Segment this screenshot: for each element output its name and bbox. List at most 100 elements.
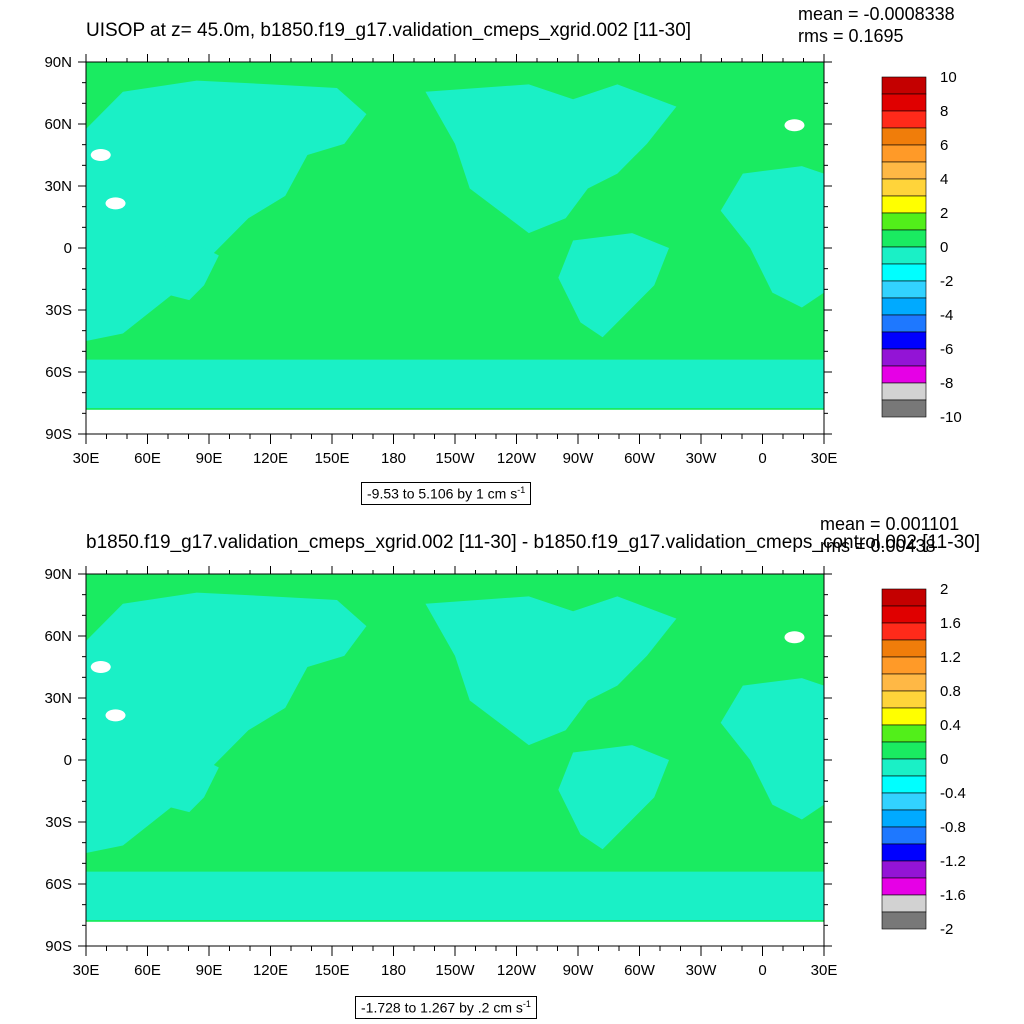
colorbar-swatch bbox=[881, 348, 927, 367]
colorbar-label: 1.2 bbox=[940, 649, 961, 666]
colorbar-label: 0 bbox=[940, 239, 948, 256]
colorbar-swatch bbox=[881, 297, 927, 316]
missing-data-spot bbox=[105, 709, 126, 722]
lat-axis: 90N 60N 30N 0 30S 60S 90S bbox=[44, 566, 832, 955]
lat-tick-label: 60N bbox=[44, 628, 72, 645]
colorbar-swatch bbox=[881, 673, 927, 692]
field-region-south-america bbox=[137, 244, 219, 301]
colorbar-label: -1.2 bbox=[940, 853, 966, 870]
colorbar-swatch bbox=[881, 280, 927, 299]
plot-title: UISOP at z= 45.0m, b1850.f19_g17.validat… bbox=[86, 20, 692, 41]
colorbar-label: 0.4 bbox=[940, 717, 961, 734]
lon-tick-label: 30E bbox=[811, 450, 838, 467]
lat-tick-label: 30N bbox=[44, 690, 72, 707]
missing-data-spot bbox=[784, 631, 805, 644]
colorbar-swatch bbox=[881, 127, 927, 146]
colorbar-swatch bbox=[881, 911, 927, 930]
colorbar-label: -1.6 bbox=[940, 887, 966, 904]
colorbar-swatch bbox=[881, 843, 927, 862]
lat-tick-label: 90S bbox=[45, 938, 72, 955]
colorbar-swatch bbox=[881, 161, 927, 180]
contour-range-label: -9.53 to 5.106 by 1 cm s-1 bbox=[361, 482, 532, 505]
panel-uisop: UISOP at z= 45.0m, b1850.f19_g17.validat… bbox=[44, 4, 962, 505]
colorbar-label: 8 bbox=[940, 103, 948, 120]
colorbar-swatch bbox=[881, 178, 927, 197]
colorbar-swatch bbox=[881, 894, 927, 913]
lat-tick-label: 30S bbox=[45, 814, 72, 831]
lat-tick-label: 60N bbox=[44, 116, 72, 133]
missing-data-strip bbox=[86, 921, 824, 946]
lon-tick-label: 30W bbox=[686, 962, 718, 979]
map-plot: 90N 60N 30N 0 30S 60S 90S 30E 60E 90E 120E 150E 180… bbox=[44, 566, 966, 979]
colorbar-swatch bbox=[881, 93, 927, 112]
rms-value: rms = 0.1695 bbox=[798, 26, 904, 46]
field-region-antarctica-band bbox=[86, 359, 824, 408]
colorbar-swatch bbox=[881, 110, 927, 129]
lon-tick-label: 180 bbox=[381, 450, 406, 467]
colorbar: 2 1.6 1.2 0.8 0.4 0 -0.4 -0.8 -1.2 -1.6 -2 bbox=[881, 581, 966, 938]
contour-range-text: -1.728 to 1.267 by .2 cm s bbox=[361, 999, 523, 1016]
lat-tick-label: 0 bbox=[64, 752, 72, 769]
colorbar-swatch bbox=[881, 724, 927, 743]
colorbar-swatch bbox=[881, 860, 927, 879]
colorbar-swatch bbox=[881, 331, 927, 350]
missing-data-spot bbox=[90, 661, 111, 673]
lon-tick-label: 90E bbox=[196, 450, 223, 467]
colorbar-label: -0.4 bbox=[940, 785, 966, 802]
colorbar-swatch bbox=[881, 656, 927, 675]
missing-data-spot bbox=[90, 149, 111, 161]
map-plot: 90N 60N 30N 0 30S 60S 90S 30E 60E 90E 120E 150E 180… bbox=[44, 54, 962, 467]
colorbar-swatch bbox=[881, 382, 927, 401]
colorbar-swatch bbox=[881, 588, 927, 607]
lon-tick-label: 150E bbox=[314, 962, 349, 979]
field-region-south-america2 bbox=[558, 233, 670, 338]
mean-value: mean = 0.001101 bbox=[820, 514, 960, 534]
colorbar-swatch bbox=[881, 809, 927, 828]
colorbar-label: -2 bbox=[940, 273, 953, 290]
lon-tick-label: 90W bbox=[563, 450, 595, 467]
lat-tick-label: 90N bbox=[44, 54, 72, 71]
colorbar-label: -10 bbox=[940, 409, 962, 426]
lat-tick-label: 90N bbox=[44, 566, 72, 583]
colorbar-label: 10 bbox=[940, 69, 957, 86]
field-region-antarctica-band bbox=[86, 871, 824, 920]
lat-tick-label: 90S bbox=[45, 426, 72, 443]
colorbar-swatch bbox=[881, 195, 927, 214]
lon-tick-label: 0 bbox=[758, 962, 766, 979]
colorbar-label: -0.8 bbox=[940, 819, 966, 836]
missing-data-spot bbox=[784, 119, 805, 132]
field-region-north-america bbox=[425, 84, 677, 234]
colorbar-swatch bbox=[881, 707, 927, 726]
map-field bbox=[86, 574, 824, 946]
colorbar-label: 4 bbox=[940, 171, 948, 188]
lon-tick-label: 120E bbox=[253, 450, 288, 467]
colorbar-label: -2 bbox=[940, 921, 953, 938]
field-region-north-america bbox=[425, 596, 677, 746]
colorbar-swatch bbox=[881, 741, 927, 760]
colorbar-swatch bbox=[881, 365, 927, 384]
colorbar-swatch bbox=[881, 622, 927, 641]
lat-tick-label: 60S bbox=[45, 876, 72, 893]
field-region-africa bbox=[720, 678, 824, 820]
lon-tick-label: 120W bbox=[497, 962, 537, 979]
lon-axis: 30E 60E 90E 120E 150E 180 150W 120W 90W 60W 30W 0 30… bbox=[73, 566, 837, 979]
lon-tick-label: 90W bbox=[563, 962, 595, 979]
colorbar-label: 2 bbox=[940, 205, 948, 222]
colorbar-swatch bbox=[881, 229, 927, 248]
plot-title: b1850.f19_g17.validation_cmeps_xgrid.002… bbox=[86, 532, 980, 553]
colorbar-swatch bbox=[881, 758, 927, 777]
colorbar: 10 8 6 4 2 0 -2 -4 -6 -8 -10 bbox=[881, 69, 962, 426]
colorbar-swatch bbox=[881, 639, 927, 658]
colorbar-label: -6 bbox=[940, 341, 953, 358]
map-field bbox=[86, 62, 824, 434]
colorbar-swatch bbox=[881, 775, 927, 794]
lon-tick-label: 90E bbox=[196, 962, 223, 979]
lon-tick-label: 60W bbox=[624, 450, 656, 467]
lon-tick-label: 30E bbox=[73, 450, 100, 467]
colorbar-swatch bbox=[881, 792, 927, 811]
lon-axis: 30E 60E 90E 120E 150E 180 150W 120W 90W 60W 30W 0 30… bbox=[73, 54, 838, 467]
lon-tick-label: 0 bbox=[758, 450, 766, 467]
lon-tick-label: 60W bbox=[624, 962, 656, 979]
contour-range-text: -9.53 to 5.106 by 1 cm s bbox=[367, 485, 518, 502]
colorbar-label: 0 bbox=[940, 751, 948, 768]
